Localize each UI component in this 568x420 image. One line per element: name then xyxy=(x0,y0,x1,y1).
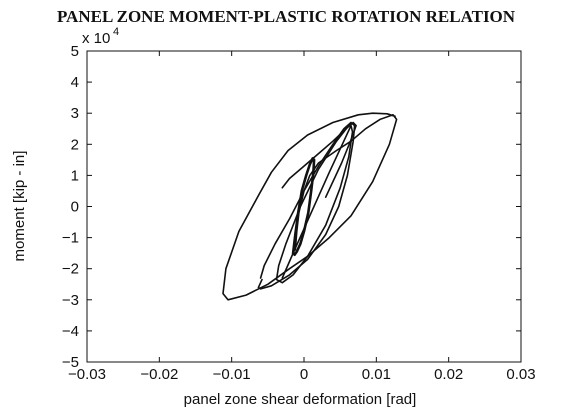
hysteresis-loops xyxy=(222,112,398,301)
y-tick-label: 2 xyxy=(71,136,79,153)
y-tick-label: −3 xyxy=(62,292,79,309)
y-multiplier: x 10 4 xyxy=(82,26,119,47)
x-axis: −0.03 −0.02 −0.01 0 0.01 0.02 0.03 xyxy=(68,51,536,383)
y-tick-label: −4 xyxy=(62,323,79,340)
y-axis: 5 4 3 2 1 0 −1 −2 −3 −4 −5 xyxy=(62,43,521,371)
y-axis-label: moment [kip - in] xyxy=(11,151,28,262)
plot-area-frame xyxy=(86,50,522,363)
x-tick-label: 0 xyxy=(300,366,308,383)
y-tick-label: 4 xyxy=(71,74,79,91)
y-tick-label: −5 xyxy=(62,354,79,371)
chart-title: PANEL ZONE MOMENT-PLASTIC ROTATION RELAT… xyxy=(57,7,516,26)
x-tick-label: −0.01 xyxy=(213,366,251,383)
x-tick-label: −0.03 xyxy=(68,366,106,383)
x-tick-label: 0.02 xyxy=(434,366,463,383)
x-tick-label: 0.01 xyxy=(362,366,391,383)
svg-text:4: 4 xyxy=(113,26,119,38)
x-tick-label: 0.03 xyxy=(506,366,535,383)
x-axis-label: panel zone shear deformation [rad] xyxy=(184,391,417,408)
y-tick-label: 5 xyxy=(71,43,79,60)
x-tick-label: −0.02 xyxy=(140,366,178,383)
y-tick-label: −2 xyxy=(62,261,79,278)
hysteresis-series-5 xyxy=(281,121,357,198)
y-tick-label: 3 xyxy=(71,105,79,122)
y-tick-label: 0 xyxy=(71,199,79,216)
hysteresis-series-4 xyxy=(291,157,316,256)
hysteresis-series-3 xyxy=(275,124,354,284)
y-tick-label: −1 xyxy=(62,230,79,247)
svg-text:x 10: x 10 xyxy=(82,30,110,47)
y-tick-label: 1 xyxy=(71,167,79,184)
